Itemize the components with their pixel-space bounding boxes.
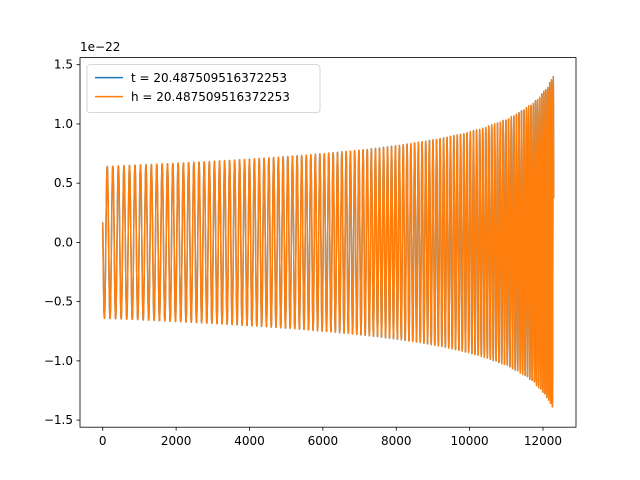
x-tick-label: 2000 — [161, 434, 192, 448]
legend: t = 20.487509516372253 h = 20.48750951637… — [86, 64, 321, 113]
x-tick-label: 8000 — [381, 434, 412, 448]
x-tick-label: 6000 — [308, 434, 339, 448]
x-tick-label: 12000 — [524, 434, 562, 448]
y-tick-label: −1.0 — [44, 354, 73, 368]
y-tick-label: −1.5 — [44, 413, 73, 427]
y-tick-label: 1.5 — [54, 58, 73, 72]
series-line-2 — [102, 75, 555, 408]
x-axis: 0 2000 4000 6000 8000 10000 12000 — [99, 427, 562, 448]
y-axis: −1.5 −1.0 −0.5 0.0 0.5 1.0 1.5 — [44, 58, 80, 427]
x-tick-label: 0 — [99, 434, 107, 448]
legend-box — [86, 64, 321, 113]
legend-label: t = 20.487509516372253 — [131, 71, 287, 85]
x-tick-label: 4000 — [234, 434, 265, 448]
y-tick-label: −0.5 — [44, 295, 73, 309]
legend-label: h = 20.487509516372253 — [131, 90, 290, 104]
y-tick-label: 0.5 — [54, 176, 73, 190]
x-tick-label: 10000 — [451, 434, 489, 448]
y-tick-label: 1.0 — [54, 117, 73, 131]
y-tick-label: 0.0 — [54, 235, 73, 249]
plot-layer — [102, 75, 555, 408]
y-offset-label: 1e−22 — [80, 40, 120, 54]
